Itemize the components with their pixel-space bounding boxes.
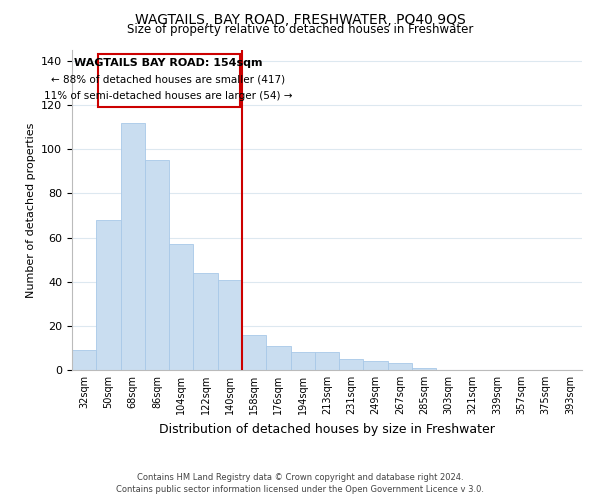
- Bar: [388, 364, 412, 370]
- Bar: [121, 123, 145, 370]
- Bar: [72, 350, 96, 370]
- Bar: [290, 352, 315, 370]
- Bar: [169, 244, 193, 370]
- Bar: [364, 361, 388, 370]
- X-axis label: Distribution of detached houses by size in Freshwater: Distribution of detached houses by size …: [159, 422, 495, 436]
- Bar: [218, 280, 242, 370]
- Y-axis label: Number of detached properties: Number of detached properties: [26, 122, 35, 298]
- Bar: [339, 359, 364, 370]
- Text: 11% of semi-detached houses are larger (54) →: 11% of semi-detached houses are larger (…: [44, 91, 293, 101]
- Bar: [315, 352, 339, 370]
- Text: WAGTAILS BAY ROAD: 154sqm: WAGTAILS BAY ROAD: 154sqm: [74, 58, 263, 68]
- Bar: [266, 346, 290, 370]
- Bar: [412, 368, 436, 370]
- Text: ← 88% of detached houses are smaller (417): ← 88% of detached houses are smaller (41…: [52, 74, 286, 85]
- FancyBboxPatch shape: [97, 54, 239, 108]
- Text: Contains HM Land Registry data © Crown copyright and database right 2024.
Contai: Contains HM Land Registry data © Crown c…: [116, 472, 484, 494]
- Text: Size of property relative to detached houses in Freshwater: Size of property relative to detached ho…: [127, 22, 473, 36]
- Bar: [242, 334, 266, 370]
- Bar: [96, 220, 121, 370]
- Bar: [145, 160, 169, 370]
- Bar: [193, 273, 218, 370]
- Text: WAGTAILS, BAY ROAD, FRESHWATER, PO40 9QS: WAGTAILS, BAY ROAD, FRESHWATER, PO40 9QS: [134, 12, 466, 26]
